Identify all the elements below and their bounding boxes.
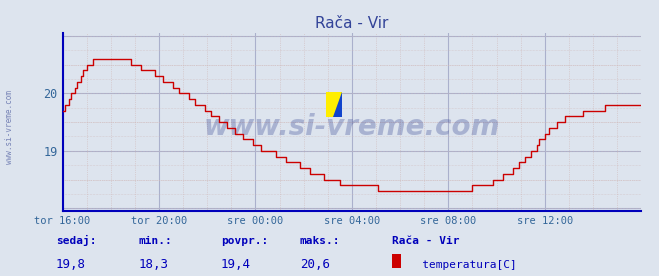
Text: 19,4: 19,4	[221, 258, 251, 271]
Text: sedaj:: sedaj:	[56, 235, 96, 246]
Title: Rača - Vir: Rača - Vir	[315, 15, 389, 31]
Text: www.si-vreme.com: www.si-vreme.com	[5, 90, 14, 164]
Text: www.si-vreme.com: www.si-vreme.com	[204, 113, 500, 142]
Text: maks.:: maks.:	[300, 236, 340, 246]
Text: temperatura[C]: temperatura[C]	[402, 260, 517, 270]
Text: povpr.:: povpr.:	[221, 236, 268, 246]
Text: 18,3: 18,3	[138, 258, 169, 271]
Polygon shape	[333, 92, 342, 117]
Text: 20,6: 20,6	[300, 258, 330, 271]
Text: 19,8: 19,8	[56, 258, 86, 271]
Text: Rača - Vir: Rača - Vir	[392, 236, 459, 246]
Bar	[326, 92, 342, 117]
Text: min.:: min.:	[138, 236, 172, 246]
